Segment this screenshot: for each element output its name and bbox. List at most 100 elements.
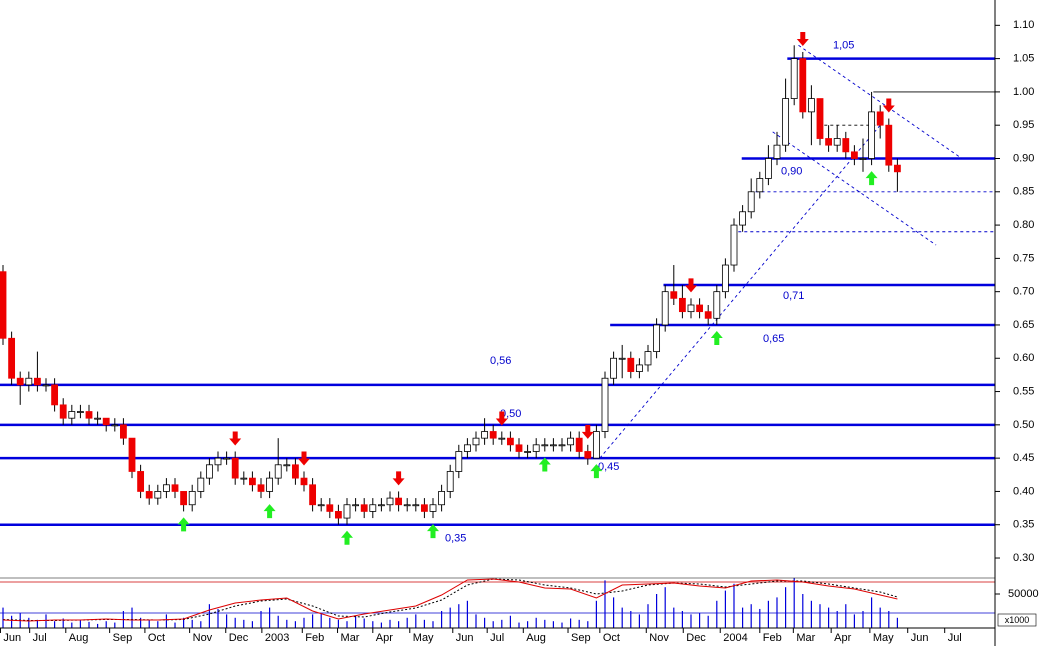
candle-body: [575, 437, 583, 452]
candle-body: [0, 271, 7, 339]
price-panel: 0,35 0,45 0,50 0,56 0,65 0,71 0,90 1,05: [0, 31, 995, 545]
candle-body: [696, 304, 704, 313]
indicator-panel: [0, 578, 995, 628]
x-tick-label: May: [873, 632, 894, 644]
y-tick-label: 0.70: [1013, 286, 1034, 298]
candle-body: [868, 111, 876, 159]
candle-body: [266, 477, 274, 492]
candle-body: [386, 497, 394, 506]
sell-arrow: [882, 98, 895, 113]
candle-body: [403, 504, 411, 507]
candle-body: [678, 297, 686, 313]
candle-body: [859, 158, 867, 160]
trendline: [599, 124, 881, 459]
candle-body: [291, 464, 299, 479]
x-tick-label: Oct: [603, 632, 620, 644]
y-tick-label: 0.55: [1013, 385, 1034, 397]
y-tick-label: 1.05: [1013, 53, 1034, 65]
y-tick-label: 0.75: [1013, 252, 1034, 264]
candle-body: [137, 471, 145, 492]
candle-body: [326, 504, 334, 512]
candle-body: [584, 451, 592, 459]
candle-body: [610, 357, 618, 379]
buy-arrow: [427, 524, 440, 539]
candle-body: [532, 444, 540, 452]
candle-body: [33, 377, 41, 386]
buy-arrow: [177, 517, 190, 532]
candle-body: [377, 504, 385, 507]
x-tick-label: Feb: [305, 632, 324, 644]
level-label: 0,65: [763, 333, 784, 345]
candle-body: [670, 291, 678, 299]
candle-body: [524, 451, 532, 453]
candle-body: [730, 224, 738, 266]
level-label: 0,90: [781, 165, 802, 177]
candle-body: [369, 504, 377, 512]
candle-body: [51, 384, 59, 406]
candle-body: [145, 491, 153, 499]
candle-body: [171, 484, 179, 492]
candle-body: [627, 357, 635, 372]
x-tick-label: 2003: [265, 632, 289, 644]
y-tick-label: 1.10: [1013, 19, 1034, 31]
candle-body: [618, 357, 626, 360]
candle-body: [850, 151, 858, 159]
candle-body: [653, 324, 661, 352]
buy-arrow: [865, 171, 878, 186]
candle-body: [197, 477, 205, 492]
candle-body: [343, 504, 351, 519]
x-tick-label: Mar: [796, 632, 815, 644]
candle-body: [205, 464, 213, 479]
candle-body: [352, 504, 360, 507]
x-tick-label: Jul: [33, 632, 47, 644]
candle-body: [463, 444, 471, 452]
level-label: 0,35: [445, 533, 466, 545]
level-label: 0,50: [500, 408, 521, 420]
candle-body: [481, 431, 489, 439]
x-tick-label: Oct: [148, 632, 165, 644]
candle-body: [489, 431, 497, 439]
x-tick-label: Dec: [229, 632, 249, 644]
candle-body: [549, 444, 557, 447]
candle-body: [68, 411, 76, 419]
candle-body: [498, 437, 506, 440]
level-label: 0,56: [490, 355, 511, 367]
buy-arrow: [263, 504, 276, 519]
candle-body: [790, 58, 798, 99]
x-tick-label: Aug: [526, 632, 546, 644]
candle-body: [162, 484, 170, 492]
y-tick-label: 0.85: [1013, 186, 1034, 198]
candle-body: [240, 477, 248, 480]
sell-arrow: [684, 278, 697, 293]
candle-body: [309, 484, 317, 506]
candle-body: [300, 477, 308, 486]
volume-tick-label: 50000: [1008, 588, 1039, 600]
sell-arrow: [229, 431, 242, 446]
candle-body: [274, 464, 282, 479]
candle-body: [661, 291, 669, 326]
sell-arrow: [392, 471, 405, 486]
y-tick-label: 0.30: [1013, 552, 1034, 564]
y-tick-label: 0.40: [1013, 485, 1034, 497]
candle-body: [747, 191, 755, 213]
x-tick-label: Aug: [69, 632, 89, 644]
y-tick-label: 0.90: [1013, 152, 1034, 164]
x-tick-label: Jun: [3, 632, 21, 644]
candle-body: [119, 424, 127, 439]
candle-body: [713, 291, 721, 319]
buy-arrow: [538, 457, 551, 472]
x-tick-label: Dec: [686, 632, 706, 644]
y-tick-label: 0.80: [1013, 219, 1034, 231]
candle-body: [214, 457, 222, 466]
candle-body: [8, 337, 16, 379]
candle-body: [782, 98, 790, 146]
candle-body: [420, 504, 428, 512]
x-tick-label: 2004: [723, 632, 747, 644]
candle-body: [154, 491, 162, 499]
x-tick-label: Jun: [456, 632, 474, 644]
candle-body: [816, 98, 824, 139]
candle-body: [773, 144, 781, 159]
candle-body: [825, 138, 833, 146]
candle-body: [567, 437, 575, 446]
